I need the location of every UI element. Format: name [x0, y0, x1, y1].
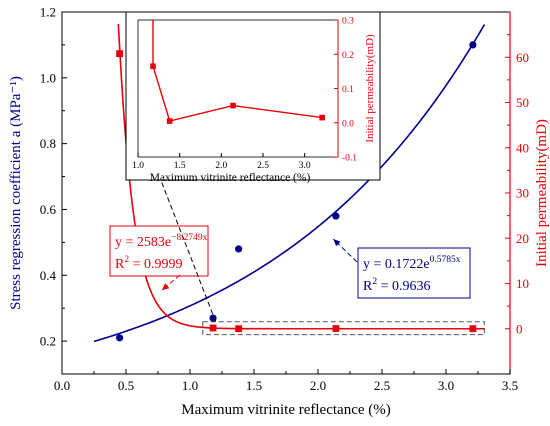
zoom-arrow	[154, 164, 217, 322]
inset-y-tick-label: -0.1	[342, 154, 357, 164]
x-tick-label: 0.0	[54, 378, 70, 393]
red-equation-arrow-head	[161, 283, 170, 291]
y-right-tick-label: 0	[516, 321, 523, 336]
x-tick-label: 2.5	[374, 378, 390, 393]
x-tick-label: 1.0	[182, 378, 198, 393]
y-left-tick-label: 1.0	[40, 70, 56, 85]
inset-data-point	[319, 114, 325, 121]
y-right-tick-label: 30	[516, 186, 529, 201]
x-tick-label: 3.0	[438, 378, 454, 393]
x-axis-label: Maximum vitrinite reflectance (%)	[181, 402, 391, 418]
y-left-tick-label: 0.6	[40, 202, 57, 217]
x-tick-label: 2.0	[310, 378, 326, 393]
blue-data-point	[235, 245, 243, 253]
blue-r2: R2 = 0.9636	[363, 277, 431, 294]
inset-x-tick-label: 1.5	[174, 161, 186, 171]
x-tick-label: 0.5	[118, 378, 134, 393]
y-right-tick-label: 40	[516, 140, 529, 155]
red-data-point	[469, 325, 477, 333]
red-data-point	[209, 324, 217, 332]
inset-y-tick-label: 0.2	[342, 51, 354, 61]
y-left-axis-label: Stress regression coefficient a (MPa⁻¹)	[8, 76, 24, 310]
y-left-tick-label: 0.8	[40, 136, 56, 151]
red-data-point	[332, 325, 340, 332]
inset-data-point	[150, 63, 156, 70]
blue-data-point	[332, 212, 340, 220]
y-left-tick-label: 0.4	[40, 268, 57, 283]
inset-x-tick-label: 2.0	[215, 161, 227, 171]
red-r2: R2 = 0.9999	[115, 255, 183, 272]
y-right-tick-label: 20	[516, 231, 529, 246]
inset-data-point	[166, 118, 173, 124]
y-right-tick-label: 10	[516, 276, 529, 291]
inset-y-tick-label: 0.3	[342, 17, 354, 27]
y-right-tick-label: 50	[516, 95, 529, 110]
y-right-axis-label: Initial permeability(mD)	[534, 119, 550, 267]
blue-data-point	[469, 41, 477, 49]
red-data-point	[235, 325, 243, 333]
y-left-tick-label: 1.2	[40, 5, 56, 20]
blue-equation-box	[357, 247, 471, 299]
blue-equation-arrow-head	[333, 239, 341, 247]
inset-y-tick-label: 0.1	[342, 85, 354, 95]
y-left-tick-label: 0.2	[40, 334, 56, 349]
red-equation-box	[109, 225, 209, 277]
zoom-region-box	[202, 321, 485, 336]
blue-data-point	[116, 334, 124, 342]
x-tick-label: 1.5	[246, 378, 262, 393]
red-data-point	[116, 50, 123, 58]
inset-y-tick-label: 0.0	[342, 119, 354, 129]
y-right-tick-label: 60	[516, 50, 529, 65]
blue-fit-curve	[93, 24, 486, 343]
inset-x-tick-label: 2.5	[257, 161, 269, 171]
inset-x-tick-label: 1.0	[132, 161, 144, 171]
inset-x-tick-label: 3.0	[299, 161, 311, 171]
red-fit-curve	[117, 23, 485, 330]
inset-x-axis-label: Maximum vitrinite reflectance (%)	[150, 172, 311, 184]
inset-y-axis-label: Initial permeability(mD)	[364, 34, 376, 143]
inset-data-point	[230, 102, 236, 109]
x-tick-label: 3.5	[502, 378, 518, 393]
